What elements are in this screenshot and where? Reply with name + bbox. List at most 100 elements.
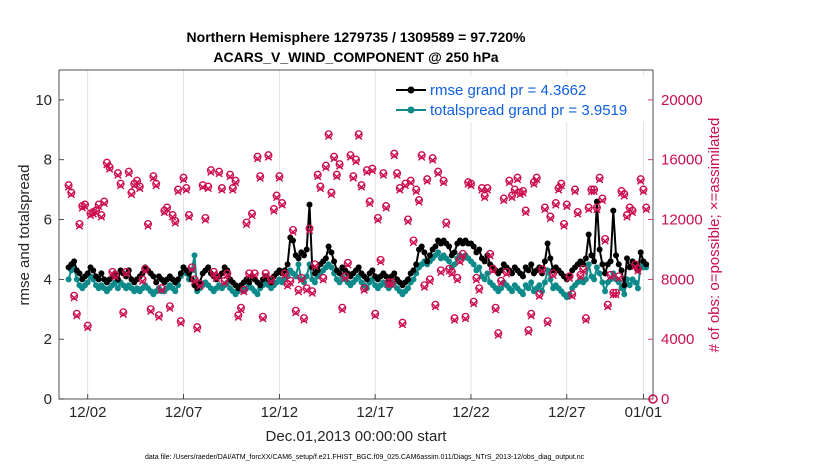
obs-possible-marker xyxy=(423,175,432,184)
obs-assimilated-marker xyxy=(398,321,407,329)
obs-point xyxy=(559,219,569,230)
obs-assimilated-marker xyxy=(100,199,108,208)
obs-possible-marker xyxy=(206,166,215,175)
obs-possible-marker xyxy=(371,309,380,318)
obs-point xyxy=(165,302,174,312)
obs-possible-marker xyxy=(581,314,590,323)
obs-point xyxy=(305,224,314,235)
obs-point xyxy=(327,188,336,199)
spread-point xyxy=(114,285,121,292)
obs-possible-marker xyxy=(250,269,259,278)
obs-possible-marker xyxy=(488,264,497,273)
obs-point xyxy=(269,205,278,215)
chart-title-line1: Northern Hemisphere 1279735 / 1309589 = … xyxy=(187,29,526,45)
obs-assimilated-marker xyxy=(533,176,541,184)
obs-point xyxy=(513,173,522,184)
obs-point xyxy=(247,209,257,220)
obs-possible-marker xyxy=(373,213,382,223)
obs-point xyxy=(217,184,226,194)
obs-possible-marker xyxy=(513,173,522,182)
obs-assimilated-marker xyxy=(585,205,593,214)
obs-assimilated-marker xyxy=(278,201,286,209)
obs-point xyxy=(308,287,317,297)
obs-assimilated-marker xyxy=(188,265,196,274)
obs-possible-marker xyxy=(592,203,601,212)
spread-point xyxy=(599,279,606,286)
obs-point xyxy=(119,308,128,318)
obs-point xyxy=(497,276,506,287)
obs-point xyxy=(280,269,289,280)
obs-point xyxy=(453,273,462,284)
spread-point xyxy=(547,276,554,283)
obs-assimilated-marker xyxy=(303,286,311,294)
obs-assimilated-marker xyxy=(522,208,530,217)
obs-assimilated-marker xyxy=(376,258,385,266)
obs-assimilated-marker xyxy=(418,153,426,161)
obs-point xyxy=(614,272,623,283)
obs-point xyxy=(406,176,415,187)
obs-assimilated-marker xyxy=(511,187,519,196)
obs-assimilated-marker xyxy=(234,313,242,321)
obs-possible-marker xyxy=(376,255,385,264)
obs-possible-marker xyxy=(475,284,484,293)
obs-assimilated-marker xyxy=(568,292,576,300)
obs-possible-marker xyxy=(149,172,158,181)
obs-possible-marker xyxy=(442,218,451,227)
obs-assimilated-marker xyxy=(623,213,631,221)
obs-assimilated-marker xyxy=(272,193,281,202)
rmse-point xyxy=(355,264,362,271)
obs-possible-marker xyxy=(288,225,298,235)
obs-possible-marker xyxy=(70,291,79,300)
obs-assimilated-marker xyxy=(355,132,363,140)
obs-point xyxy=(379,169,388,179)
obs-assimilated-marker xyxy=(319,276,327,284)
obs-point xyxy=(611,288,621,299)
obs-assimilated-marker xyxy=(357,183,366,191)
obs-point xyxy=(393,169,402,179)
obs-assimilated-marker xyxy=(147,307,155,315)
y2-tick-label: 4000 xyxy=(661,331,694,348)
rmse-point xyxy=(528,261,535,268)
obs-possible-marker xyxy=(179,173,188,182)
obs-possible-marker xyxy=(436,266,445,275)
obs-point xyxy=(215,167,224,178)
obs-point xyxy=(72,309,81,320)
obs-point xyxy=(387,278,396,289)
obs-assimilated-marker xyxy=(259,315,267,323)
rmse-point xyxy=(544,240,551,247)
obs-assimilated-marker xyxy=(163,205,171,214)
obs-point xyxy=(439,176,448,187)
legend: rmse grand pr = 4.3662 totalspread grand… xyxy=(388,76,646,122)
obs-assimilated-marker xyxy=(204,184,212,193)
rmse-point xyxy=(626,264,633,271)
obs-possible-marker xyxy=(313,170,322,179)
spread-point xyxy=(73,276,80,283)
obs-point xyxy=(256,172,265,182)
obs-assimilated-marker xyxy=(634,267,642,275)
footer-datafile: data file: /Users/raeder/DAI/ATM_forcXX/… xyxy=(145,454,585,461)
obs-possible-marker xyxy=(587,185,596,194)
obs-assimilated-marker xyxy=(541,205,549,214)
obs-point xyxy=(527,309,536,320)
obs-possible-marker xyxy=(335,160,344,169)
obs-assimilated-marker xyxy=(620,192,628,200)
obs-point xyxy=(267,275,276,286)
obs-possible-marker xyxy=(557,179,566,188)
obs-assimilated-marker xyxy=(366,199,374,208)
rmse-point xyxy=(246,279,253,286)
y-tick-label: 2 xyxy=(44,331,52,348)
obs-possible-marker xyxy=(461,312,470,321)
obs-assimilated-marker xyxy=(144,222,152,230)
obs-possible-marker xyxy=(570,185,580,194)
obs-point xyxy=(141,264,150,275)
obs-possible-marker xyxy=(321,161,330,170)
obs-point xyxy=(100,197,109,208)
obs-assimilated-marker xyxy=(415,198,423,206)
obs-point xyxy=(491,303,500,314)
obs-possible-marker xyxy=(543,317,552,326)
rmse-point xyxy=(84,270,91,277)
spread-point xyxy=(336,279,343,286)
spread-point xyxy=(295,261,302,268)
rmse-point xyxy=(98,270,105,277)
obs-assimilated-marker xyxy=(637,177,645,185)
